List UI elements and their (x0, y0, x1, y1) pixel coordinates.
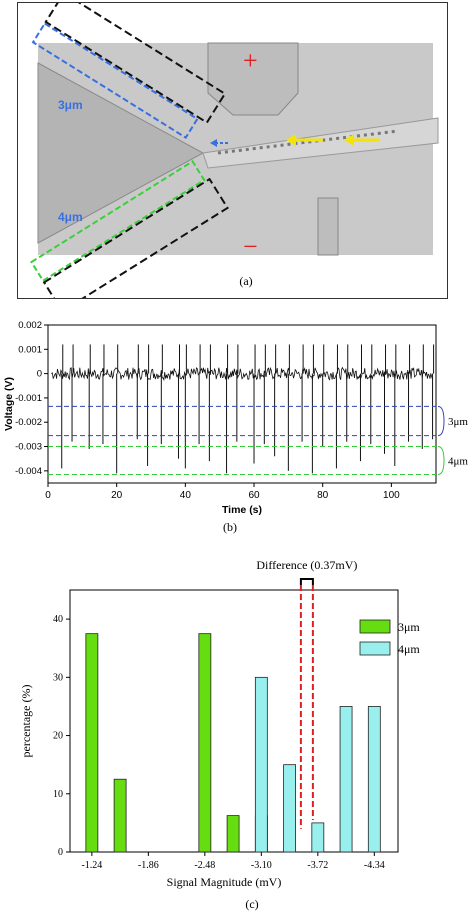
x-tick-label: -2.48 (194, 860, 215, 871)
y-tick-label: 10 (53, 789, 63, 800)
y-tick-label: 0.001 (18, 344, 42, 355)
voltage-chart: 0 20 40 60 80 100 0.002 0.001 0 -0.001 -0.002 -0.00… (3, 320, 468, 516)
green-box-4um (30, 160, 206, 283)
x-tick-label: -1.86 (138, 860, 159, 871)
flow-arrow-2-head (344, 134, 354, 146)
electrode-bottom (317, 197, 339, 256)
x-tick-label: 40 (180, 490, 192, 501)
y-tick-label: 0 (58, 847, 63, 858)
plot-frame (47, 324, 437, 484)
x-tick-label: 60 (248, 490, 260, 501)
legend-label: 3μm (398, 620, 420, 634)
band-brace (437, 405, 445, 437)
noise-trace (51, 366, 433, 382)
y-tick-label: 0.002 (18, 320, 42, 331)
label-3um: 3μm (58, 98, 83, 112)
bar (367, 706, 381, 853)
x-axis-label: Time (s) (222, 504, 262, 516)
caption-b: (b) (223, 520, 237, 534)
y-tick-label: 30 (53, 672, 63, 683)
bar (311, 822, 325, 853)
x-tick-label: 20 (111, 490, 123, 501)
y-tick-label: -0.003 (15, 442, 42, 453)
x-tick-label: -3.72 (307, 860, 328, 871)
band-brace (437, 446, 445, 475)
bar (198, 633, 212, 853)
bar (254, 676, 268, 853)
difference-label: Difference (0.37mV) (256, 558, 357, 572)
particle-stream (217, 129, 399, 155)
x-tick-label: 80 (317, 490, 329, 501)
legend-label: 4μm (398, 642, 420, 656)
flow-arrow-1-head (286, 134, 296, 146)
bar (85, 633, 99, 853)
electrode-top (207, 42, 299, 116)
y-axis-label: Voltage (V) (3, 377, 15, 431)
channel-branch (37, 62, 205, 244)
y-tick-label: 40 (53, 614, 63, 625)
y-tick-label: -0.001 (15, 393, 42, 404)
difference-bracket (299, 578, 314, 585)
band-label: 4μm (448, 456, 468, 468)
black-box-top (44, 3, 227, 124)
microscope-panel: + − 3μm 4μm (17, 2, 448, 299)
main-channel (202, 117, 439, 169)
y-tick-label: -0.002 (15, 417, 42, 428)
band-label: 3μm (448, 416, 468, 428)
y-tick-label: 0 (37, 369, 42, 380)
x-tick-label: 0 (45, 490, 51, 501)
blue-box-3um (31, 22, 199, 139)
black-box-bottom (42, 177, 229, 298)
minus-sign: − (243, 232, 258, 261)
x-axis-label: Signal Magnitude (mV) (167, 875, 282, 889)
x-tick-label: -1.24 (81, 860, 102, 871)
bar (339, 706, 353, 853)
y-tick-label: 20 (53, 731, 63, 742)
bar (283, 764, 296, 853)
microchannel-image: + − 3μm 4μm (30, 3, 439, 298)
caption-a: (a) (239, 274, 253, 288)
y-tick-label: -0.004 (15, 466, 42, 477)
y-axis-label: percentage (%) (19, 685, 33, 758)
label-4um: 4μm (58, 210, 83, 224)
x-tick-label: -4.34 (364, 860, 385, 871)
bar (113, 778, 127, 853)
histogram-chart: 0 10 20 30 40 -1.24 -1.86 -2.48 -3.10 -3.72 -4.34 S… (19, 558, 420, 889)
legend-swatch (359, 619, 391, 634)
bar (226, 815, 240, 853)
x-tick-label: -3.10 (251, 860, 272, 871)
legend-swatch (359, 641, 391, 656)
plus-sign: + (243, 46, 258, 75)
x-tick-label: 100 (383, 490, 400, 501)
caption-c: (c) (245, 897, 259, 911)
blue-arrow-head (210, 139, 217, 147)
